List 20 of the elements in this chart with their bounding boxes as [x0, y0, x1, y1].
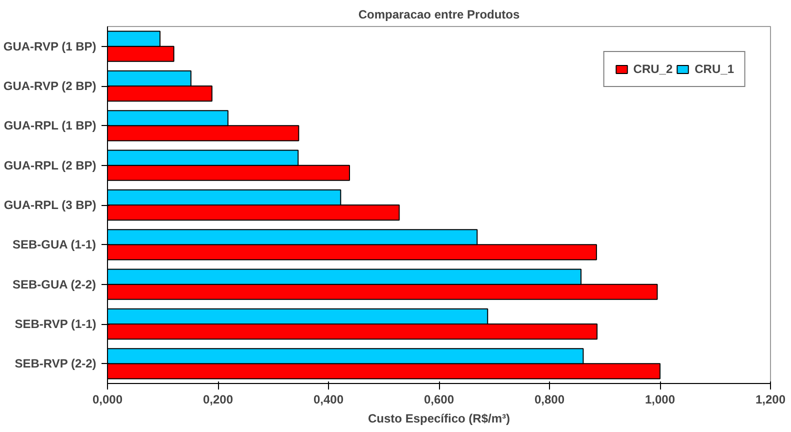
x-tick-label: 0,400 [313, 392, 344, 406]
y-tick-label: GUA-RVP (1 BP) [3, 39, 96, 54]
y-tick-label: SEB-GUA (2-2) [12, 277, 96, 292]
y-tick-label: SEB-GUA (1-1) [12, 238, 96, 252]
chart-title: Comparacao entre Produtos [358, 8, 520, 22]
y-tick-label: GUA-RPL (2 BP) [4, 158, 96, 172]
x-tick-label: 0,600 [424, 392, 454, 406]
x-tick-label: 0,800 [534, 392, 565, 406]
x-tick-label: 0,200 [202, 392, 234, 406]
y-tick-label: SEB-RVP (1-1) [14, 317, 96, 331]
y-tick-label: SEB-RVP (2-2) [14, 356, 96, 371]
x-tick-label: 0,000 [92, 392, 123, 406]
x-axis-title: Custo Específico (R$/m³) [368, 412, 510, 426]
legend-label: CRU_1 [694, 62, 734, 76]
y-tick-label: GUA-RVP (2 BP) [3, 79, 96, 93]
legend-label: CRU_2 [633, 62, 673, 76]
x-tick-label: 1,000 [644, 392, 676, 406]
y-tick-label: GUA-RPL (1 BP) [4, 118, 96, 133]
x-tick-label: 1,200 [755, 392, 786, 406]
y-tick-label: GUA-RPL (3 BP) [4, 198, 96, 212]
